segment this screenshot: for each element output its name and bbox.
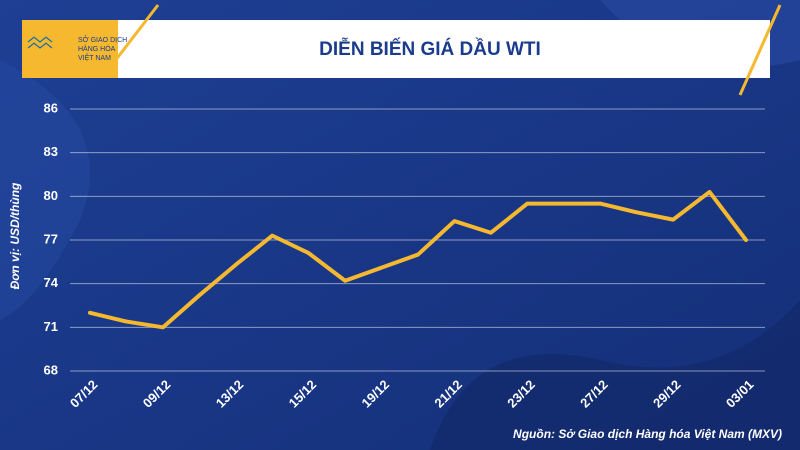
logo-icon (27, 36, 53, 49)
decoration (0, 60, 90, 320)
logo-box (22, 20, 118, 78)
y-tick-label: 71 (44, 319, 58, 334)
logo-text: HÀNG HÓA (78, 44, 116, 53)
decoration (430, 300, 800, 450)
y-tick-label: 68 (44, 362, 58, 377)
y-tick-label: 80 (44, 188, 58, 203)
y-tick-label: 86 (44, 100, 58, 115)
title-banner (118, 20, 770, 78)
decoration (106, 4, 160, 71)
logo-text: SỞ GIAO DỊCH (78, 35, 127, 44)
y-tick-label: 74 (44, 275, 59, 290)
y-axis-label: Đơn vị: USD/thùng (8, 182, 22, 289)
data-line (88, 189, 748, 330)
source: Nguồn: Sở Giao dịch Hàng hóa Việt Nam (M… (513, 427, 782, 441)
y-tick-label: 77 (44, 231, 58, 246)
decoration (738, 4, 782, 96)
logo-text: VIỆT NAM (78, 53, 111, 62)
y-tick-label: 83 (44, 144, 58, 159)
chart-title: DIỄN BIẾN GIÁ DẦU WTI (319, 38, 541, 60)
